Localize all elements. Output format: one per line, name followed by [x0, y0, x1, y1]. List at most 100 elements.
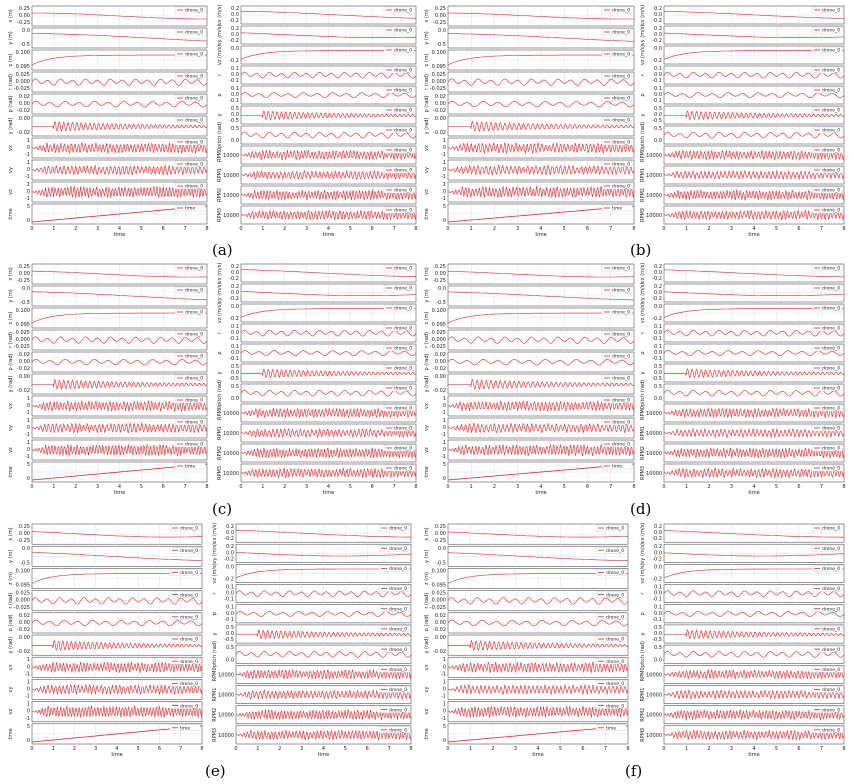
panel-b-left-legend-label-5: drone_0	[612, 118, 630, 124]
panel-f-right-legend-box-2	[811, 565, 843, 572]
panel-b-left-ytick-4-1: 0.00	[435, 101, 446, 107]
panel-a-right-ytick-1-2: -0.2	[229, 38, 239, 44]
panel-f-left-ytick-8-2: -1	[441, 716, 446, 722]
panel-b-left-ytick-9-1: 0	[443, 218, 446, 224]
panel-d-left-subplot-9: time 5 0 time	[424, 461, 635, 483]
panel-a-right-xtick-1: 1	[261, 226, 264, 232]
panel-c-right-ylabel-8: RPM1	[217, 426, 223, 440]
panel-c-right-ytick-5-1: 0.0	[231, 370, 239, 376]
panel-e-right-ytick-1-1: 0.0	[226, 550, 234, 556]
panel-c-left-series-3	[31, 336, 208, 344]
panel-a-right-ytick-9-0: 10000	[223, 193, 239, 199]
panel-f-left-ylabel-5: y (rad)	[424, 637, 430, 654]
panel-e-right-xtick-8: 8	[409, 746, 412, 752]
panel-a-left-ytick-8-2: -1	[25, 196, 30, 202]
panel-a-right-series-8	[240, 169, 417, 181]
panel-c-left-ylabel-1: y (m)	[8, 289, 14, 302]
panel-a-right-xtick-7: 7	[393, 226, 396, 232]
panel-c-left-ytick-8-1: 0	[27, 447, 30, 453]
panel-f-left-legend-label-8: drone_0	[606, 703, 624, 709]
panel-a-left-legend-label-0: drone_0	[185, 8, 203, 14]
panel-c-right-ytick-1-2: -0.2	[229, 296, 239, 302]
panel-a-left-legend-label-1: drone_0	[185, 30, 203, 36]
panel-a-right-subplot-6: pitch (rad) 0.5 0.0 drone_0	[217, 122, 417, 148]
panel-e-left-series-1	[31, 552, 203, 561]
panel-d-right-ytick-5-0: 0.5	[654, 364, 662, 370]
panel-f-right-legend-label-3: drone_0	[822, 586, 840, 592]
panel-e-left-subplot-0: x (m) 0.250.00-0.25 drone_0	[8, 523, 203, 545]
panel-d-right-xtick-6: 6	[797, 484, 800, 490]
panel-c-right-legend-box-7	[383, 404, 415, 412]
panel-a-left-xtick-4: 4	[118, 226, 121, 232]
panel-b-right-legend-box-3	[811, 66, 843, 74]
panel-c-left-legend-box-6	[174, 396, 206, 404]
panel-e-left-xtick-2: 2	[73, 746, 76, 752]
panel-d-right-ytick-0-2: -0.2	[652, 276, 662, 282]
panel-e-right-legend-label-10: drone_0	[389, 728, 407, 734]
panel-b-right-legend-box-10	[811, 206, 843, 214]
panel-d-left-xtick-3: 3	[516, 484, 519, 490]
panel-d-right-legend-label-0: drone_0	[822, 266, 840, 272]
panel-a-right-series-6	[240, 131, 417, 139]
panel-b-right-ylabel-7: RPM0	[640, 148, 646, 162]
panel-c-right-ylabel-2: vz (m/s)	[217, 303, 223, 323]
panel-c-left-ytick-1-0: 0.0	[22, 286, 30, 292]
panel-b-right-legend-label-10: drone_0	[822, 208, 840, 214]
panel-c-right-subplot-9: RPM2 10000 drone_0	[217, 443, 417, 463]
panel-b-right-subplot-7: RPM0 10000 drone_0	[640, 145, 845, 165]
panel-a-left-ytick-4-1: 0.00	[19, 101, 30, 107]
panel-a-left-xtick-7: 7	[184, 226, 187, 232]
panel-b-left-legend-box-6	[601, 138, 633, 146]
panel-b-left-ytick-8-2: -1	[441, 196, 446, 202]
panel-c-left-ytick-6-0: 1	[27, 396, 30, 402]
panel-b-right-subplot-3: r 0.10.0-0.1 drone_0	[640, 65, 845, 85]
panel-f-left-legend-label-7: drone_0	[606, 681, 624, 687]
panel-e-right-legend-box-0	[378, 524, 410, 532]
panel-b-right-ytick-7-0: 10000	[646, 153, 662, 159]
panel-f-left-legend-box-4	[595, 613, 627, 620]
panel-f-left-xtick-1: 1	[469, 746, 472, 752]
panel-e-left-legend-box-3	[169, 591, 201, 598]
panel-d-right-xtick-1: 1	[685, 484, 688, 490]
panel-c-right-subplot-3: r 0.10.0-0.1 drone_0	[217, 323, 417, 343]
panel-f-left-xlabel: time	[532, 752, 543, 758]
panel-d-right-ylabel-3: r	[640, 331, 646, 334]
panel-b-left-ylabel-8: vz	[424, 189, 430, 195]
panel-c-left-ylabel-3: r (rad)	[8, 332, 14, 348]
panel-c-left-legend-box-3	[174, 330, 206, 338]
panel-b-left-series-7	[447, 164, 635, 176]
panel-b-left-legend-box-5	[601, 116, 633, 124]
panel-a-right-legend-label-2: drone_0	[394, 48, 412, 54]
panel-a-right-ylabel-2: vz (m/s)	[217, 45, 223, 65]
panel-f-right-ytick-7-0: 10000	[646, 672, 662, 678]
panel-f-right-subplot-5: y 0.50.0-0.5 drone_0	[640, 624, 845, 644]
panel-e-left-ytick-3-0: 0.025	[16, 591, 30, 597]
panel-f-right-ytick-3-1: 0.0	[654, 591, 662, 597]
panel-d-left-legend-box-1	[601, 286, 633, 294]
panel-f-left-legend-label-4: drone_0	[606, 615, 624, 621]
panel-d-right-ylabel-7: RPM0	[640, 406, 646, 420]
panel-f-left-legend-box-5	[595, 635, 627, 643]
panel-a-left-xtick-6: 6	[162, 226, 165, 232]
panel-e-right-legend-box-3	[378, 585, 410, 592]
panel-e-left-legend-box-7	[169, 680, 201, 687]
panel-d-left-legend-box-7	[601, 418, 633, 426]
panel-e-left-legend-label-0: drone_0	[180, 526, 198, 532]
panel-d-left-ytick-3-0: 0.025	[432, 330, 446, 336]
panel-b-left-ytick-5-1: -0.02	[433, 130, 446, 136]
panel-f-left-subplot-9: time 5 0 time	[424, 723, 629, 745]
panel-f-left-ytick-8-0: 1	[443, 702, 446, 708]
panel-f-right-xlabel: time	[748, 752, 759, 758]
panel-d-left-ytick-8-2: -1	[441, 454, 446, 460]
panel-e-right-ytick-1-0: 0.2	[226, 544, 234, 550]
panel-d-left-subplot-1: y (m) 0.0 -0.5 drone_0	[424, 285, 635, 307]
panel-a-right-xlabel: time	[323, 232, 334, 238]
panel-a-right-xtick-8: 8	[414, 226, 417, 232]
panel-d-left-ylabel-1: y (m)	[424, 289, 430, 302]
panel-e-right-ylabel-1: vy (m/s)	[212, 543, 218, 564]
panel-e-left-ytick-0-0: 0.25	[19, 524, 30, 530]
panel-a-right-legend-box-9	[383, 186, 415, 194]
panel-b-left-legend-label-4: drone_0	[612, 96, 630, 102]
panel-e-left-ytick-5-0: 0.00	[19, 635, 30, 641]
panel-a-right-legend-box-5	[383, 106, 415, 114]
